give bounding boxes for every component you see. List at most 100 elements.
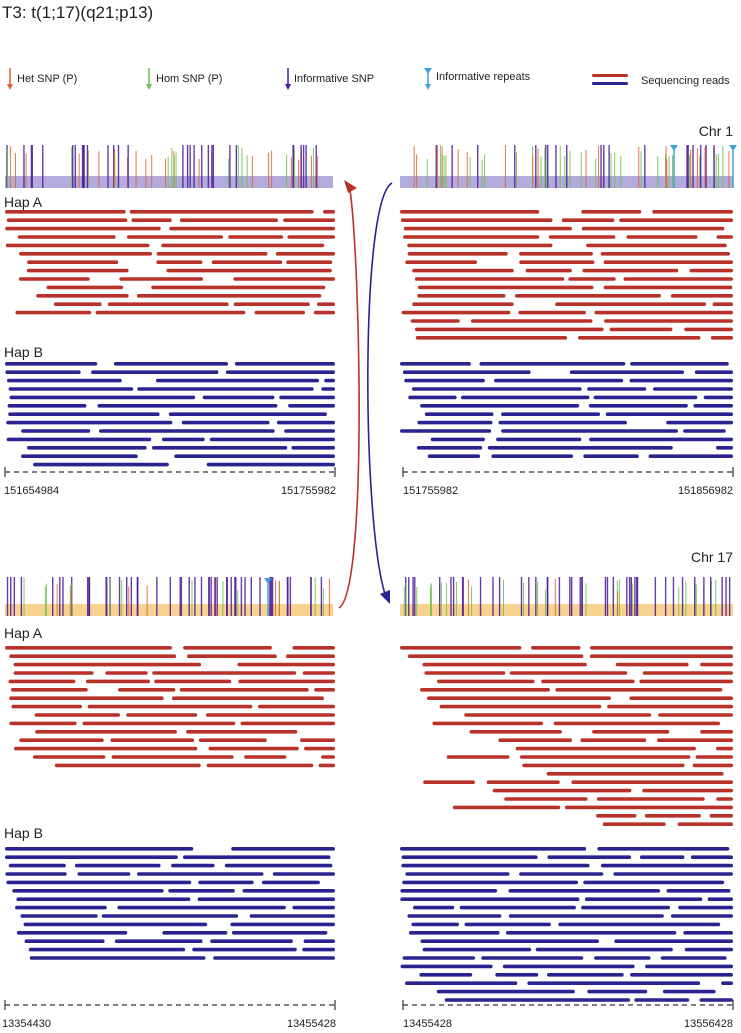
sequencing-read	[602, 822, 666, 826]
sequencing-read	[518, 310, 586, 315]
sequencing-read	[422, 662, 587, 667]
sequencing-read	[111, 755, 234, 759]
sequencing-read	[581, 905, 670, 910]
sequencing-read	[9, 721, 77, 726]
sequencing-read	[580, 738, 647, 742]
sequencing-read	[411, 387, 582, 391]
sequencing-read	[405, 872, 510, 876]
sequencing-read	[314, 688, 335, 692]
sequencing-read	[486, 780, 560, 784]
sequencing-read	[596, 797, 705, 801]
het-snp-icon	[7, 68, 13, 90]
sequencing-read	[607, 704, 733, 709]
sequencing-read	[541, 679, 635, 684]
sequencing-read	[400, 362, 471, 366]
sequencing-read	[137, 872, 264, 876]
sequencing-read	[684, 327, 733, 332]
sequencing-read	[411, 922, 459, 927]
sequencing-read	[588, 404, 688, 408]
sequencing-read	[504, 797, 588, 801]
sequencing-read	[716, 446, 733, 450]
sequencing-read	[21, 429, 91, 433]
sequencing-read	[481, 956, 584, 960]
legend-sequencing-reads: Sequencing reads	[641, 75, 730, 87]
sequencing-read	[535, 947, 673, 952]
sequencing-read	[5, 362, 98, 366]
sequencing-read	[495, 973, 539, 977]
sequencing-read	[286, 260, 333, 264]
sequencing-read	[400, 429, 492, 433]
sequencing-read	[695, 755, 733, 759]
sequencing-read	[85, 679, 150, 684]
arrowhead-blue	[380, 590, 390, 604]
sequencing-read	[137, 387, 314, 391]
sequencing-read	[546, 772, 724, 776]
sequencing-read	[424, 412, 494, 416]
sequencing-read	[600, 252, 731, 256]
chr17-left-start: 13354430	[2, 1018, 51, 1030]
sequencing-read	[198, 880, 254, 885]
sequencing-read	[715, 746, 733, 751]
sequencing-read	[101, 914, 239, 918]
sequencing-read	[662, 989, 716, 994]
sequencing-read	[498, 738, 572, 742]
legend-hom-snp: Hom SNP (P)	[156, 73, 222, 85]
sequencing-read	[519, 755, 691, 759]
sequencing-read	[420, 404, 580, 408]
sequencing-read	[117, 905, 286, 910]
sequencing-read	[639, 679, 733, 684]
sequencing-read	[7, 378, 122, 383]
sequencing-read	[318, 763, 335, 768]
sequencing-read	[210, 939, 293, 943]
sequencing-read	[19, 252, 153, 256]
sequencing-read	[498, 420, 627, 425]
sequencing-read	[709, 814, 733, 818]
sequencing-read	[33, 755, 106, 759]
sequencing-read	[693, 404, 733, 408]
sequencing-read	[53, 302, 102, 306]
sequencing-read	[82, 721, 236, 726]
figure-title: T3: t(1;17)(q21;p13)	[2, 3, 153, 22]
sequencing-read	[286, 654, 335, 658]
sequencing-read	[283, 218, 335, 222]
sequencing-read	[581, 210, 642, 214]
sequencing-read	[287, 235, 335, 239]
sequencing-read	[33, 462, 169, 467]
sequencing-read	[527, 981, 701, 985]
legend-informative-repeats: Informative repeats	[436, 71, 531, 83]
sequencing-read	[405, 260, 477, 264]
sequencing-read	[228, 235, 284, 239]
sequencing-read	[459, 905, 576, 910]
sequencing-read	[587, 387, 647, 391]
sequencing-read	[464, 922, 551, 927]
sequencing-read	[492, 788, 632, 793]
sequencing-read	[208, 746, 299, 751]
chr1-right-hapB-reads	[400, 362, 733, 458]
sequencing-read	[596, 814, 637, 818]
translocation-arrow-blue	[367, 182, 393, 595]
sequencing-read	[136, 294, 322, 298]
sequencing-read	[211, 260, 283, 264]
sequencing-read	[721, 981, 733, 985]
sequencing-read	[126, 713, 198, 717]
sequencing-read	[417, 420, 493, 425]
chromosome-band	[400, 604, 733, 616]
sequencing-read	[501, 429, 679, 433]
sequencing-read	[275, 252, 335, 256]
sequencing-read	[238, 679, 335, 684]
chr17-right-hapA-reads	[400, 646, 733, 826]
sequencing-read	[603, 285, 733, 290]
sequencing-read	[603, 260, 733, 264]
sequencing-read	[6, 218, 128, 222]
sequencing-read	[645, 964, 733, 969]
sequencing-read	[6, 437, 152, 442]
chr17-right-hapB-reads	[400, 847, 733, 1002]
sequencing-read	[162, 931, 228, 935]
sequencing-read	[508, 914, 664, 918]
sequencing-read	[154, 679, 232, 684]
sequencing-read	[166, 268, 332, 273]
sequencing-read	[514, 294, 661, 298]
sequencing-read	[583, 454, 639, 458]
sequencing-read	[231, 847, 335, 851]
chr1-left-track	[5, 145, 333, 188]
